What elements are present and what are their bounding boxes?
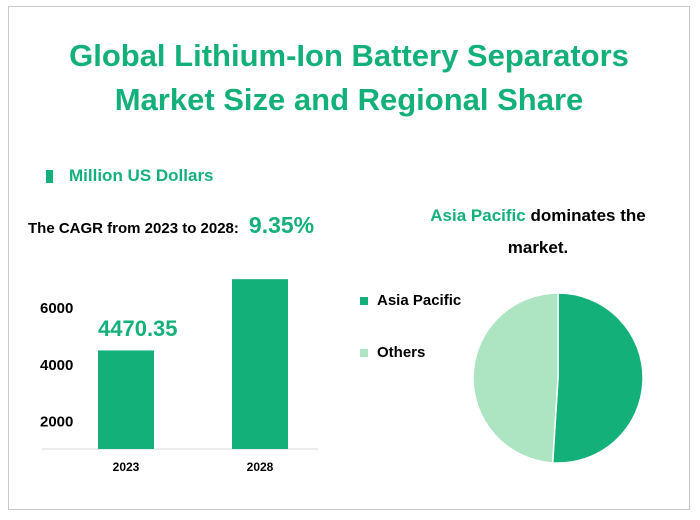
x-tick-label-2023: 2023 xyxy=(113,460,140,474)
pie-legend-swatch-others xyxy=(360,348,368,357)
pie-legend-item-asia-pacific: Asia Pacific xyxy=(360,292,461,309)
cagr-value: 9.35% xyxy=(248,212,315,238)
title-line-1: Global Lithium-Ion Battery Separators xyxy=(69,38,629,73)
headline-highlight: Asia Pacific xyxy=(430,206,526,225)
bar-legend-label: Million US Dollars xyxy=(69,166,214,185)
headline-line-1: Asia Pacific dominates the xyxy=(408,200,668,232)
headline-rest: dominates the xyxy=(525,206,646,225)
title-line-2: Market Size and Regional Share xyxy=(114,82,584,117)
pie-headline: Asia Pacific dominates the market. xyxy=(408,200,668,264)
pie-slice-others xyxy=(472,292,559,464)
pie-legend-item-others: Others xyxy=(360,344,425,361)
y-tick-label-6000: 6000 xyxy=(40,300,73,317)
chart-title: Global Lithium-Ion Battery Separators Ma… xyxy=(8,34,690,122)
pie-slice-asia-pacific xyxy=(551,292,644,464)
headline-line-2: market. xyxy=(507,238,569,257)
pie-legend-label-asia-pacific: Asia Pacific xyxy=(377,292,462,309)
bar-2028 xyxy=(232,279,288,449)
bar-2023 xyxy=(98,350,154,449)
pie-legend-label-others: Others xyxy=(377,344,426,361)
cagr-text: The CAGR from 2023 to 2028: 9.35% xyxy=(28,212,314,239)
pie-legend-swatch-asia-pacific xyxy=(360,296,368,305)
bar-legend: Million US Dollars xyxy=(46,166,214,186)
bar-legend-swatch xyxy=(46,169,53,183)
bar-data-label-2023: 4470.35 xyxy=(98,316,178,341)
y-tick-label-2000: 2000 xyxy=(40,414,73,431)
y-tick-label-4000: 4000 xyxy=(40,357,73,374)
x-tick-label-2028: 2028 xyxy=(247,460,274,474)
cagr-label: The CAGR from 2023 to 2028: xyxy=(28,220,239,237)
